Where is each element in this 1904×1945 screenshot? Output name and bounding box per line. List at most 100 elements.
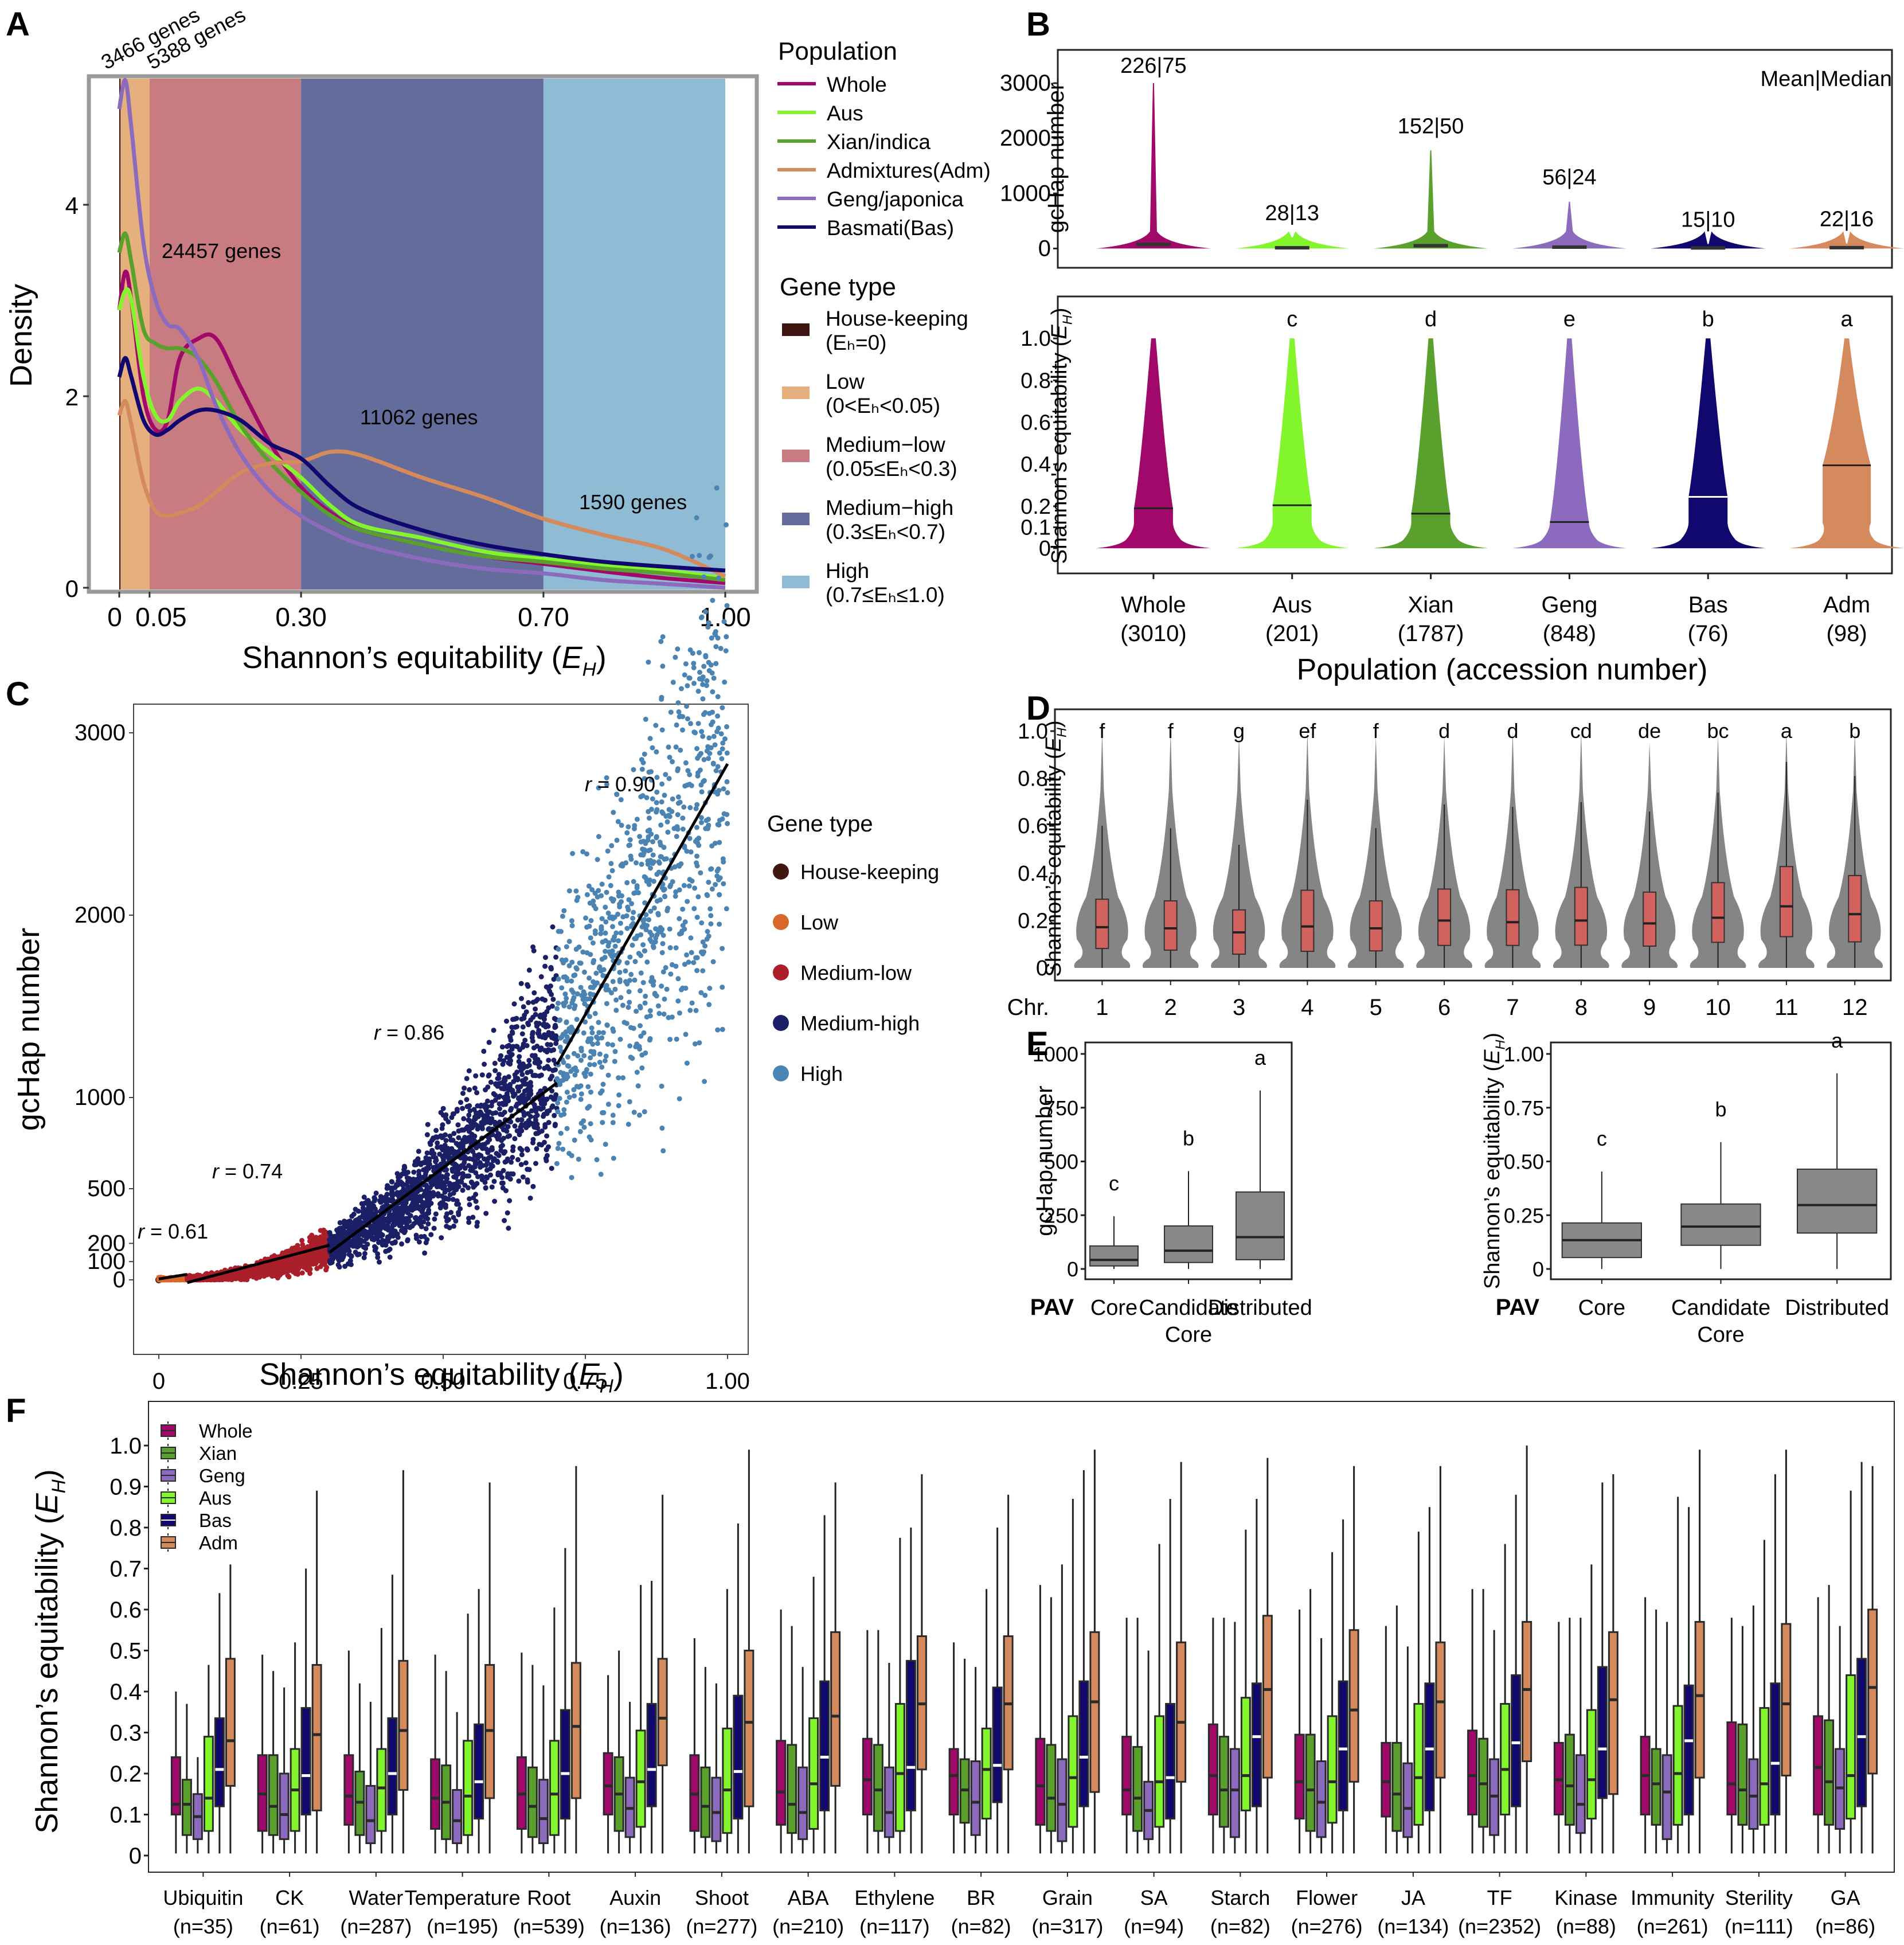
- box-shoot-xian: [700, 1766, 711, 1838]
- data-point: [655, 911, 661, 916]
- box-chr-6: [1437, 888, 1452, 946]
- violin-top-geng: [1512, 201, 1627, 249]
- data-point: [612, 1049, 618, 1054]
- data-point: [482, 1061, 487, 1067]
- data-point: [715, 713, 721, 719]
- data-point: [510, 1155, 515, 1160]
- data-point: [717, 921, 722, 927]
- data-point: [598, 1171, 604, 1177]
- box-immunity-bas: [1683, 1684, 1694, 1815]
- box-kinase-xian: [1564, 1733, 1575, 1826]
- data-point: [647, 936, 653, 942]
- data-point: [683, 985, 689, 991]
- data-point: [566, 1026, 572, 1032]
- box-auxin-whole: [603, 1752, 613, 1815]
- data-point: [650, 852, 656, 858]
- data-point: [422, 1193, 428, 1198]
- data-point: [673, 893, 678, 899]
- y-tick-label: 0.25: [1504, 1204, 1544, 1227]
- box-flower-aus: [1327, 1715, 1338, 1824]
- x-count-label: (n=134): [1377, 1915, 1449, 1938]
- data-point: [603, 948, 608, 954]
- data-point: [587, 1104, 592, 1110]
- data-point: [413, 1215, 419, 1220]
- box-aba-aus: [808, 1717, 819, 1830]
- data-point: [404, 1182, 409, 1188]
- data-point: [694, 746, 700, 751]
- data-point: [573, 888, 579, 894]
- data-point: [504, 1018, 509, 1024]
- box-grain-geng: [1057, 1758, 1068, 1842]
- data-point: [548, 1094, 554, 1100]
- data-point: [509, 1025, 515, 1030]
- data-point: [650, 943, 656, 949]
- data-point: [424, 1150, 430, 1156]
- data-point: [618, 862, 624, 868]
- data-point: [709, 886, 715, 892]
- data-point: [589, 887, 595, 893]
- data-point: [588, 918, 594, 923]
- data-point: [428, 1232, 434, 1237]
- data-point: [587, 1014, 592, 1020]
- box-br-aus: [981, 1727, 992, 1820]
- data-point: [458, 1145, 463, 1151]
- data-point: [435, 1140, 440, 1146]
- data-point: [666, 776, 672, 782]
- data-point: [230, 1273, 236, 1279]
- data-point: [466, 1216, 472, 1221]
- x-tick-label: Core: [1090, 1296, 1137, 1320]
- legend-population-item: Aus: [827, 101, 863, 125]
- data-point: [553, 1092, 559, 1098]
- box-flower-bas: [1338, 1680, 1348, 1811]
- data-point: [720, 705, 725, 710]
- data-point: [247, 1272, 252, 1278]
- data-point: [471, 1117, 477, 1123]
- data-point: [552, 1112, 557, 1118]
- data-point: [636, 1112, 642, 1118]
- data-point: [500, 1143, 505, 1148]
- x-tick-label: 4: [1301, 995, 1313, 1020]
- data-point: [591, 960, 596, 966]
- data-point: [423, 1226, 429, 1232]
- y-tick-label: 2000: [75, 903, 126, 928]
- box-ubiquitin-adm: [225, 1658, 236, 1787]
- data-point: [638, 839, 644, 845]
- data-point: [710, 597, 716, 603]
- data-point: [526, 967, 532, 973]
- data-point: [337, 1225, 342, 1231]
- data-point: [679, 686, 684, 692]
- data-point: [700, 733, 706, 739]
- data-point: [674, 722, 679, 728]
- data-point: [725, 821, 730, 826]
- data-point: [544, 1158, 549, 1163]
- data-point: [580, 849, 586, 854]
- data-point: [405, 1237, 410, 1243]
- data-point: [660, 941, 666, 947]
- data-point: [401, 1220, 406, 1225]
- data-point: [442, 1142, 448, 1148]
- data-point: [639, 924, 645, 929]
- data-point: [587, 996, 593, 1002]
- x-tick-label: Distributed: [1785, 1296, 1889, 1320]
- x-tick-label: BR: [967, 1886, 995, 1909]
- violin-top-adm: [1789, 231, 1904, 249]
- data-point: [647, 827, 652, 833]
- box-ethylene-bas: [905, 1659, 916, 1811]
- data-point: [291, 1265, 297, 1271]
- data-point: [419, 1175, 425, 1181]
- y-tick-label: 0.4: [1021, 453, 1051, 477]
- data-point: [631, 891, 637, 896]
- data-point: [561, 908, 567, 913]
- significance-letter: bc: [1707, 719, 1729, 743]
- data-point: [492, 1060, 498, 1066]
- data-point: [694, 515, 699, 521]
- data-point: [448, 1181, 453, 1187]
- significance-letter: a: [1781, 719, 1793, 743]
- data-point: [583, 1069, 589, 1075]
- box-root-aus: [549, 1740, 560, 1836]
- data-point: [510, 1148, 515, 1153]
- data-point: [518, 1162, 524, 1167]
- data-point: [603, 930, 608, 936]
- data-point: [630, 916, 636, 921]
- data-point: [329, 1244, 334, 1249]
